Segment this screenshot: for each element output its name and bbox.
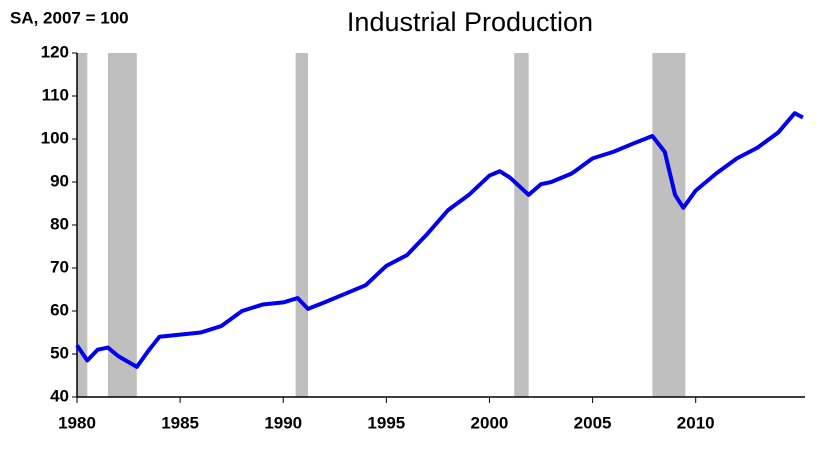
x-tick-label: 1990	[264, 413, 302, 432]
y-tick-label: 100	[41, 128, 69, 147]
x-tick-label: 2000	[471, 413, 509, 432]
recession-band	[295, 53, 308, 397]
recession-band	[77, 53, 88, 397]
x-tick-label: 2010	[677, 413, 715, 432]
y-tick-label: 110	[42, 85, 69, 104]
line-series	[75, 111, 804, 369]
y-tick-label: 90	[50, 171, 69, 190]
chart-title: Industrial Production	[347, 7, 593, 37]
recession-band	[514, 53, 529, 397]
x-tick-label: 1995	[367, 413, 405, 432]
y-tick-label: 40	[50, 386, 69, 405]
x-tick-label: 2005	[574, 413, 612, 432]
y-tick-label: 50	[50, 343, 69, 362]
x-tick-label: 1980	[58, 413, 96, 432]
x-tick-label: 1985	[161, 413, 199, 432]
y-tick-label: 80	[50, 214, 69, 233]
y-axis-label: SA, 2007 = 100	[10, 8, 129, 27]
y-tick-label: 120	[41, 42, 69, 61]
y-tick-label: 70	[50, 257, 69, 276]
recession-band	[107, 53, 137, 397]
recession-band	[652, 53, 686, 397]
y-tick-label: 60	[50, 300, 69, 319]
